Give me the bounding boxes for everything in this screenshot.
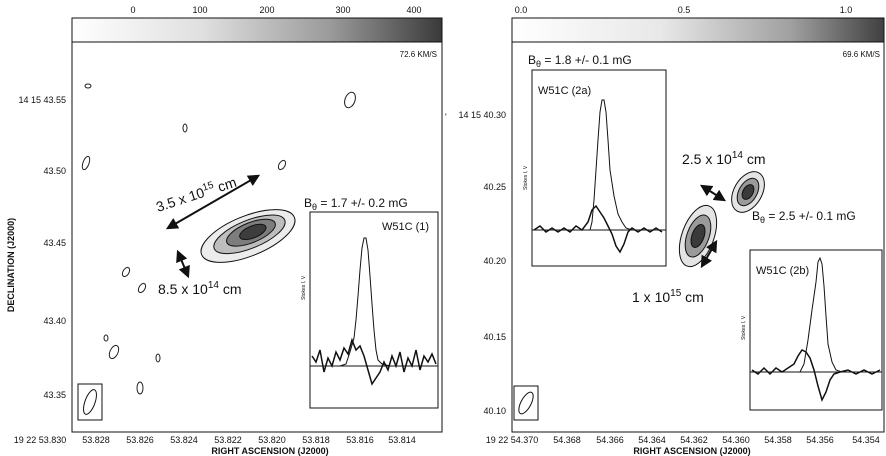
ra-tick: 53.824 xyxy=(170,435,198,445)
size-label-2b: 1 x 1015 cm xyxy=(632,288,704,305)
colorbar-left xyxy=(71,17,443,43)
dec-tick: 40.15 xyxy=(483,332,506,342)
size-arrow-major xyxy=(165,174,261,230)
ra-tick: 54.366 xyxy=(596,435,624,445)
ra-tick: 53.826 xyxy=(126,435,154,445)
inset-label-2a: W51C (2a) xyxy=(538,85,591,97)
ra-tick: 19 22 54.370 xyxy=(486,435,539,445)
ra-tick: 53.818 xyxy=(302,435,330,445)
right-panel: 0.0 0.5 1.0 69.6 KM/S 14 15 40.30 40.25 … xyxy=(445,5,885,456)
colorbar-tick: 0 xyxy=(130,5,135,15)
left-panel: 0 100 200 300 400 72.6 KM/S 14 15 43.55 … xyxy=(6,5,443,456)
colorbar-tick: 100 xyxy=(192,5,207,15)
ra-ticks-right: 19 22 54.370 54.368 54.366 54.364 54.362… xyxy=(486,435,880,445)
beam-ellipse xyxy=(518,391,534,415)
ra-ticks-left: 19 22 53.830 53.828 53.826 53.824 53.822… xyxy=(14,435,416,445)
map-frame-right xyxy=(511,41,885,433)
colorbar-ticks-right: 0.0 0.5 1.0 xyxy=(515,5,853,15)
inset-label-2b: W51C (2b) xyxy=(756,265,809,277)
inset-field-1: Bθ = 1.7 +/- 0.2 mG xyxy=(304,196,408,212)
velocity-label: 69.6 KM/S xyxy=(843,50,880,59)
beam-ellipse xyxy=(83,389,97,415)
map-frame-left xyxy=(71,41,443,433)
dec-ticks-left: 14 15 43.55 43.50 43.45 43.40 43.35 xyxy=(18,95,66,400)
dec-tick: 40.10 xyxy=(483,406,506,416)
size-arrow-2b xyxy=(700,239,718,269)
inset-spectrum-2b: W51C (2b) Stokes I, V xyxy=(741,249,883,411)
dec-tick: 14 15 43.55 xyxy=(18,95,66,105)
colorbar-tick: 400 xyxy=(406,5,421,15)
dec-tick: 40.25 xyxy=(483,182,506,192)
beam-box xyxy=(77,383,103,421)
size-label-2a: 2.5 x 1014 cm xyxy=(682,150,766,167)
ra-tick: 53.816 xyxy=(346,435,374,445)
dec-tick: 40.20 xyxy=(483,256,506,266)
inset-spectrum-2a: W51C (2a) Stokes I, V xyxy=(523,69,667,267)
inset-spectrum-1: W51C (1) Stokes I, V xyxy=(301,211,439,409)
maser-spot-2a xyxy=(731,171,765,213)
dec-tick: 14 15 40.30 xyxy=(458,110,506,120)
ra-tick: 53.828 xyxy=(82,435,110,445)
colorbar-tick: 200 xyxy=(259,5,274,15)
dec-tick: 43.50 xyxy=(43,166,66,176)
ra-tick: 19 22 53.830 xyxy=(14,435,67,445)
size-arrow-minor xyxy=(176,249,190,279)
colorbar-tick: 0.5 xyxy=(678,5,691,15)
colorbar-ticks-left: 0 100 200 300 400 xyxy=(130,5,421,15)
ra-tick: 54.364 xyxy=(638,435,666,445)
size-arrow-2a xyxy=(699,184,727,202)
stray-tick: ' xyxy=(445,112,447,122)
x-axis-label: RIGHT ASCENSION (J2000) xyxy=(633,446,750,456)
ra-tick: 54.358 xyxy=(764,435,792,445)
inset-field-2a: Bθ = 1.8 +/- 0.1 mG xyxy=(528,53,632,69)
inset-field-2b: Bθ = 2.5 +/- 0.1 mG xyxy=(752,209,856,225)
x-axis-label: RIGHT ASCENSION (J2000) xyxy=(211,446,328,456)
ra-tick: 54.360 xyxy=(722,435,750,445)
colorbar-tick: 1.0 xyxy=(840,5,853,15)
dec-tick: 43.40 xyxy=(43,316,66,326)
colorbar-right xyxy=(511,17,885,43)
y-axis-label: DECLINATION (J2000) xyxy=(6,218,16,312)
dec-ticks-right: 14 15 40.30 40.25 40.20 40.15 40.10 xyxy=(458,110,506,416)
ra-tick: 54.368 xyxy=(553,435,581,445)
ra-tick: 53.814 xyxy=(388,435,416,445)
ra-tick: 54.362 xyxy=(680,435,708,445)
colorbar-tick: 0.0 xyxy=(515,5,528,15)
svg-text:Stokes I, V: Stokes I, V xyxy=(741,315,747,340)
maser-spot-2b xyxy=(678,204,718,268)
svg-text:Stokes I, V: Stokes I, V xyxy=(523,165,529,190)
ra-tick: 54.356 xyxy=(806,435,834,445)
inset-label-1: W51C (1) xyxy=(382,221,429,233)
dec-tick: 43.35 xyxy=(43,390,66,400)
noise-contours-left xyxy=(81,83,356,395)
dec-tick: 43.45 xyxy=(43,238,66,248)
size-label-minor: 8.5 x 1014 cm xyxy=(158,280,242,297)
colorbar-tick: 300 xyxy=(335,5,350,15)
velocity-label: 72.6 KM/S xyxy=(400,50,437,59)
ra-tick: 53.822 xyxy=(214,435,242,445)
ra-tick: 54.354 xyxy=(852,435,880,445)
svg-text:Stokes I, V: Stokes I, V xyxy=(301,275,307,300)
maser-spot-1 xyxy=(200,209,296,263)
ra-tick: 53.820 xyxy=(258,435,286,445)
beam-box xyxy=(513,385,539,421)
